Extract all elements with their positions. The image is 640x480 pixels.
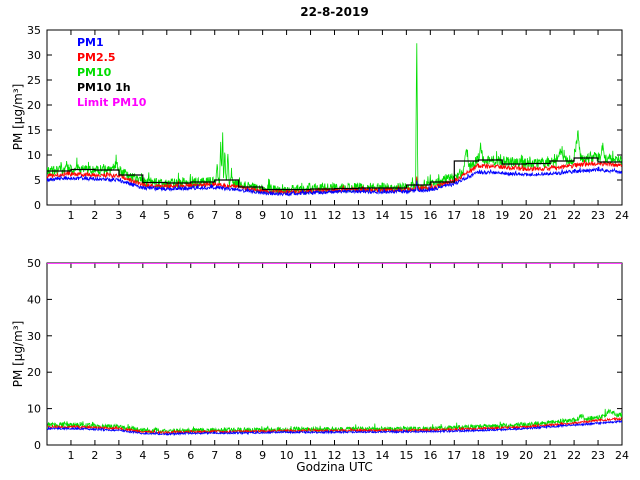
- x-tick-label: 9: [259, 209, 266, 222]
- series-PM10: [47, 408, 622, 435]
- x-tick-label: 9: [259, 449, 266, 462]
- y-tick-label: 10: [27, 149, 41, 162]
- x-tick-label: 14: [375, 209, 389, 222]
- x-tick-label: 8: [235, 449, 242, 462]
- x-tick-label: 10: [280, 449, 294, 462]
- x-tick-label: 3: [115, 449, 122, 462]
- x-tick-label: 4: [139, 209, 146, 222]
- x-tick-label: 18: [471, 209, 485, 222]
- x-tick-label: 5: [163, 209, 170, 222]
- x-tick-label: 2: [91, 449, 98, 462]
- x-tick-label: 24: [615, 449, 629, 462]
- y-tick-label: 35: [27, 24, 41, 37]
- series-PM1: [47, 419, 622, 437]
- bottom-x-axis-label: Godzina UTC: [296, 460, 373, 474]
- x-tick-label: 16: [423, 449, 437, 462]
- y-tick-label: 30: [27, 49, 41, 62]
- y-tick-label: 20: [27, 366, 41, 379]
- series-PM1: [47, 166, 622, 197]
- x-tick-label: 22: [567, 209, 581, 222]
- x-tick-label: 20: [519, 209, 533, 222]
- legend-entry-limit-pm10: Limit PM10: [77, 96, 147, 109]
- x-tick-label: 10: [280, 209, 294, 222]
- x-tick-label: 19: [495, 209, 509, 222]
- x-tick-label: 24: [615, 209, 629, 222]
- chart-0: 1 2 3 4 5 6 7 8 9 10 11 12 13 14 15 16 17 18 19 20 21 22 23 240…: [27, 24, 629, 222]
- legend-entry-pm10-1h: PM10 1h: [77, 81, 131, 94]
- series-PM2.5: [47, 416, 622, 435]
- x-tick-label: 2: [91, 209, 98, 222]
- x-tick-label: 4: [139, 449, 146, 462]
- y-tick-label: 15: [27, 124, 41, 137]
- series-PM10: [47, 43, 622, 196]
- x-tick-label: 11: [304, 209, 318, 222]
- x-tick-label: 22: [567, 449, 581, 462]
- x-tick-label: 6: [187, 449, 194, 462]
- y-tick-label: 10: [27, 403, 41, 416]
- legend-entry-pm2-5: PM2.5: [77, 51, 116, 64]
- chart-title: 22-8-2019: [300, 5, 369, 19]
- x-tick-label: 12: [328, 449, 342, 462]
- y-tick-label: 50: [27, 257, 41, 270]
- x-tick-label: 23: [591, 449, 605, 462]
- x-tick-label: 8: [235, 209, 242, 222]
- x-tick-label: 13: [351, 449, 365, 462]
- y-tick-label: 0: [34, 199, 41, 212]
- x-tick-label: 17: [447, 449, 461, 462]
- y-tick-label: 40: [27, 293, 41, 306]
- x-tick-label: 23: [591, 209, 605, 222]
- x-tick-label: 13: [351, 209, 365, 222]
- legend-entry-pm10: PM10: [77, 66, 112, 79]
- x-tick-label: 21: [543, 449, 557, 462]
- x-tick-label: 20: [519, 449, 533, 462]
- x-tick-label: 5: [163, 449, 170, 462]
- y-tick-label: 25: [27, 74, 41, 87]
- x-tick-label: 1: [67, 209, 74, 222]
- series-PM10 1h: [47, 157, 622, 191]
- x-tick-label: 15: [399, 449, 413, 462]
- x-tick-label: 11: [304, 449, 318, 462]
- x-tick-label: 19: [495, 449, 509, 462]
- x-tick-label: 6: [187, 209, 194, 222]
- x-tick-label: 7: [211, 449, 218, 462]
- y-tick-label: 0: [34, 439, 41, 452]
- x-tick-label: 16: [423, 209, 437, 222]
- x-tick-label: 21: [543, 209, 557, 222]
- x-tick-label: 3: [115, 209, 122, 222]
- x-tick-label: 15: [399, 209, 413, 222]
- y-tick-label: 20: [27, 99, 41, 112]
- x-tick-label: 14: [375, 449, 389, 462]
- y-tick-label: 30: [27, 330, 41, 343]
- x-tick-label: 17: [447, 209, 461, 222]
- legend: PM1 PM2.5 PM10 PM10 1h Limit PM10: [77, 36, 147, 109]
- axes-box: [46, 262, 623, 446]
- y-tick-label: 5: [34, 174, 41, 187]
- legend-entry-pm1: PM1: [77, 36, 104, 49]
- x-tick-label: 18: [471, 449, 485, 462]
- x-tick-label: 7: [211, 209, 218, 222]
- x-tick-label: 12: [328, 209, 342, 222]
- chart-1: 1 2 3 4 5 6 7 8 9 10 11 12 13 14 15 16 17 18 19 20 21 22 23 240…: [27, 257, 629, 462]
- x-tick-label: 1: [67, 449, 74, 462]
